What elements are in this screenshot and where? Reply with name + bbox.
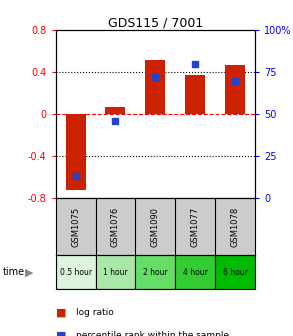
Text: GSM1075: GSM1075 xyxy=(71,207,80,247)
Text: 2 hour: 2 hour xyxy=(143,268,168,277)
Text: GSM1078: GSM1078 xyxy=(231,207,239,247)
Text: ▶: ▶ xyxy=(25,267,34,277)
Bar xyxy=(145,60,165,114)
Text: 1 hour: 1 hour xyxy=(103,268,128,277)
Text: 0.5 hour: 0.5 hour xyxy=(59,268,92,277)
Text: ■: ■ xyxy=(56,307,66,318)
Bar xyxy=(96,255,135,289)
Text: time: time xyxy=(3,267,25,277)
Text: percentile rank within the sample: percentile rank within the sample xyxy=(76,332,229,336)
Text: GSM1090: GSM1090 xyxy=(151,207,160,247)
Bar xyxy=(225,65,245,114)
Bar xyxy=(175,255,215,289)
Text: GSM1076: GSM1076 xyxy=(111,207,120,247)
Text: 4 hour: 4 hour xyxy=(183,268,207,277)
Bar xyxy=(215,255,255,289)
Text: GSM1077: GSM1077 xyxy=(191,207,200,247)
Text: ■: ■ xyxy=(56,331,66,336)
Text: log ratio: log ratio xyxy=(76,308,114,317)
Bar xyxy=(135,255,175,289)
Bar xyxy=(56,255,96,289)
Bar xyxy=(185,75,205,114)
Title: GDS115 / 7001: GDS115 / 7001 xyxy=(108,16,203,29)
Bar xyxy=(105,107,125,114)
Bar xyxy=(66,114,86,190)
Text: 6 hour: 6 hour xyxy=(223,268,247,277)
